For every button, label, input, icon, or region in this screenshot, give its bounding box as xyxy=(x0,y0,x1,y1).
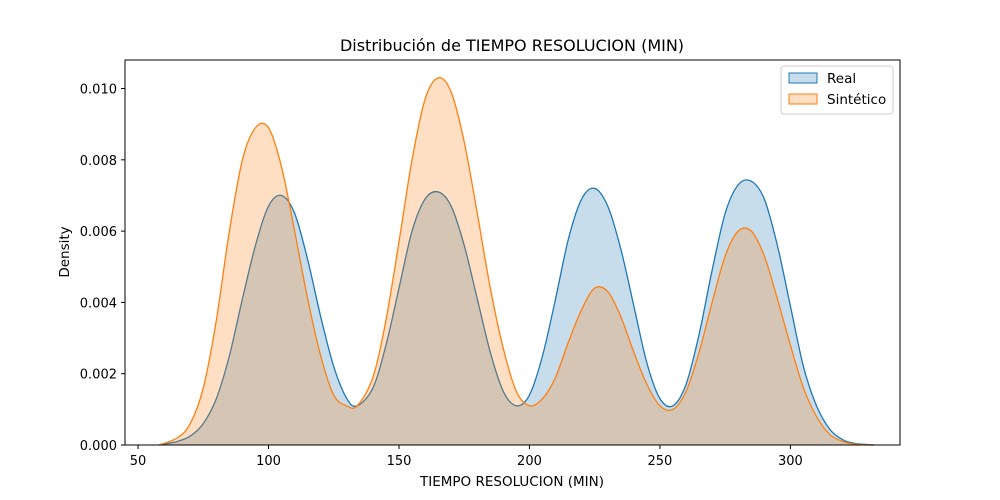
x-tick-label: 50 xyxy=(130,454,147,469)
y-tick-label: 0.000 xyxy=(80,439,117,454)
y-tick-label: 0.002 xyxy=(80,368,117,383)
y-tick-label: 0.004 xyxy=(80,296,117,311)
chart-title: Distribución de TIEMPO RESOLUCION (MIN) xyxy=(340,36,684,55)
plot-area xyxy=(124,59,901,446)
y-tick-label: 0.008 xyxy=(80,154,117,169)
legend-swatch-sintetico xyxy=(788,93,818,105)
x-tick-label: 250 xyxy=(648,454,673,469)
legend-box xyxy=(780,65,894,115)
y-axis-label: Density xyxy=(57,226,73,277)
legend-swatch-real xyxy=(788,72,818,84)
x-axis: 50 100 150 200 250 300 xyxy=(130,445,803,469)
y-tick-label: 0.006 xyxy=(80,225,117,240)
legend: Real Sintético xyxy=(780,65,894,115)
series-line-real xyxy=(158,179,874,446)
legend-label-real: Real xyxy=(827,71,856,87)
series-area-sintetico xyxy=(158,77,874,445)
y-axis: 0.000 0.002 0.004 0.006 0.008 0.010 xyxy=(80,83,125,454)
x-tick-label: 300 xyxy=(778,454,803,469)
series-layer xyxy=(158,77,874,446)
x-tick-label: 100 xyxy=(256,454,281,469)
x-tick-label: 200 xyxy=(517,454,542,469)
x-axis-label: TIEMPO RESOLUCION (MIN) xyxy=(419,474,604,490)
y-tick-label: 0.010 xyxy=(80,83,117,98)
x-tick-label: 150 xyxy=(387,454,412,469)
plot-frame xyxy=(124,59,901,446)
legend-label-sintetico: Sintético xyxy=(827,92,886,108)
series-line-sintetico xyxy=(158,77,874,446)
